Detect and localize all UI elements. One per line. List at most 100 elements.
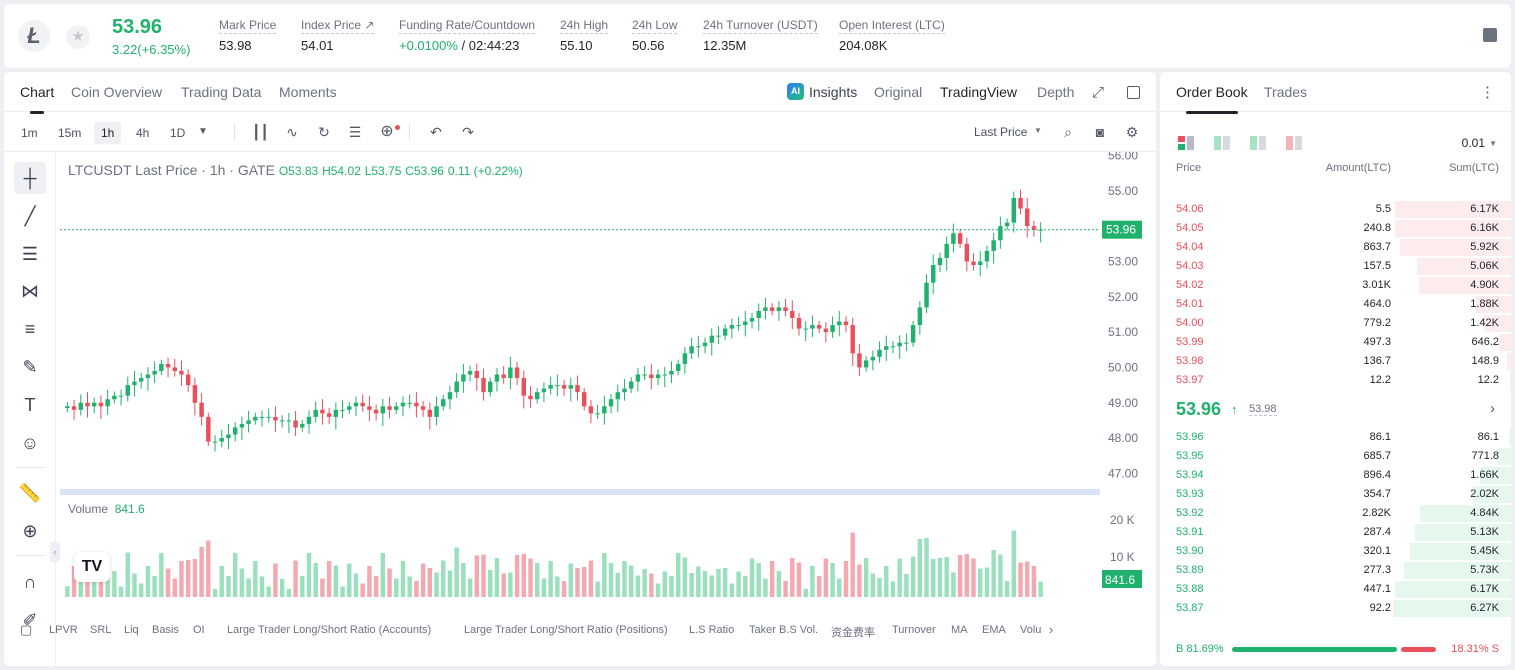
indicator-basis[interactable]: Basis <box>152 624 179 636</box>
ask-amount: 240.8 <box>1363 222 1391 234</box>
ask-row[interactable]: 54.00 779.2 1.42K <box>1160 314 1511 333</box>
brush-icon[interactable]: ✎ <box>22 357 38 377</box>
timeframe-1m[interactable]: 1m <box>21 126 38 140</box>
window-icon[interactable] <box>1127 86 1140 99</box>
camera-icon[interactable]: ◙ <box>1095 124 1105 140</box>
tab-coin-overview[interactable]: Coin Overview <box>71 84 163 100</box>
indicator-ma[interactable]: MA <box>951 624 968 636</box>
pencil-lock-icon[interactable]: ✐ <box>22 610 38 630</box>
indicator-lt-positions[interactable]: Large Trader Long/Short Ratio (Positions… <box>464 624 668 636</box>
ask-row[interactable]: 54.02 3.01K 4.90K <box>1160 276 1511 295</box>
ask-row[interactable]: 54.01 464.0 1.88K <box>1160 295 1511 314</box>
indicator-taker-vol[interactable]: Taker B.S Vol. <box>749 624 819 636</box>
indicators-icon[interactable]: ∿ <box>286 124 298 140</box>
expand-icon[interactable]: ⤢ <box>1092 84 1105 101</box>
zoom-in-icon[interactable]: ⊕ <box>22 521 38 541</box>
candle-body <box>508 367 513 379</box>
indicator-oi[interactable]: OI <box>193 624 205 636</box>
pattern-icon[interactable]: ⋈ <box>21 281 39 301</box>
fib-icon[interactable]: ≡ <box>24 319 36 339</box>
tab-depth[interactable]: Depth <box>1037 84 1075 100</box>
text-tool-icon[interactable]: T <box>24 395 36 415</box>
indicator-ls-ratio[interactable]: L.S Ratio <box>689 624 735 636</box>
candle-style-icon[interactable]: ┃┃ <box>252 124 269 140</box>
timeframe-1h[interactable]: 1h <box>94 122 122 144</box>
settings-gear-icon[interactable]: ⚙ <box>1125 124 1139 140</box>
undo-icon[interactable]: ↶ <box>430 124 442 140</box>
chevron-right-icon[interactable]: › <box>1490 400 1495 417</box>
indicator-lpvr[interactable]: LPVR <box>49 624 78 636</box>
ruler-icon[interactable]: 📏 <box>18 483 42 503</box>
view-bids-icon[interactable] <box>1214 136 1230 150</box>
candle-body <box>837 321 842 326</box>
volume-bar <box>662 571 667 597</box>
magnet-icon[interactable]: ∩ <box>23 572 37 592</box>
favorite-star-icon[interactable]: ★ <box>66 25 90 49</box>
trendline-icon[interactable]: ╱ <box>24 206 36 226</box>
timeframe-15m[interactable]: 15m <box>58 126 82 140</box>
ask-row[interactable]: 53.98 136.7 148.9 <box>1160 352 1511 371</box>
volume-bar <box>910 556 916 597</box>
precision-chevron-icon[interactable]: ▼ <box>1489 139 1497 148</box>
search-icon[interactable]: ⌕ <box>1064 124 1072 140</box>
tab-trading-data[interactable]: Trading Data <box>181 84 262 100</box>
indicator-funding-rate[interactable]: 资金费率 <box>831 627 875 639</box>
indicator-turnover[interactable]: Turnover <box>892 624 936 636</box>
bid-row[interactable]: 53.94 896.4 1.66K <box>1160 466 1511 485</box>
timeframe-1d[interactable]: 1D <box>170 126 186 140</box>
bid-row[interactable]: 53.91 287.4 5.13K <box>1160 523 1511 542</box>
indicator-liq[interactable]: Liq <box>124 624 139 636</box>
tab-moments[interactable]: Moments <box>279 84 337 100</box>
guide-book-icon[interactable] <box>1483 28 1497 42</box>
tab-insights[interactable]: Insights <box>809 84 858 100</box>
ask-row[interactable]: 54.06 5.5 6.17K <box>1160 200 1511 219</box>
volume-bar <box>622 561 627 597</box>
add-alert-icon[interactable]: ⊕ <box>380 123 394 140</box>
more-menu-icon[interactable]: ⋮ <box>1480 84 1495 101</box>
tab-chart[interactable]: Chart <box>20 84 55 114</box>
timeframe-dropdown-icon[interactable]: ▼ <box>198 126 208 137</box>
view-trades-icon[interactable] <box>1250 136 1266 150</box>
ask-row[interactable]: 54.04 863.7 5.92K <box>1160 238 1511 257</box>
ask-row[interactable]: 54.03 157.5 5.06K <box>1160 257 1511 276</box>
indicator-volume[interactable]: Volu <box>1020 624 1042 636</box>
ask-row[interactable]: 53.97 12.2 12.2 <box>1160 371 1511 390</box>
bid-row[interactable]: 53.95 685.7 771.8 <box>1160 447 1511 466</box>
bid-row[interactable]: 53.93 354.7 2.02K <box>1160 485 1511 504</box>
crosshair-icon[interactable]: ┼ <box>14 162 46 194</box>
view-asks-icon[interactable] <box>1286 136 1302 150</box>
calendar-icon[interactable]: ▢ <box>20 622 33 637</box>
tab-original[interactable]: Original <box>874 84 923 100</box>
price-type-select[interactable]: Last Price <box>974 125 1028 139</box>
bid-row[interactable]: 53.87 92.2 6.27K <box>1160 599 1511 618</box>
bid-row[interactable]: 53.92 2.82K 4.84K <box>1160 504 1511 523</box>
tab-tradingview[interactable]: TradingView <box>940 84 1018 100</box>
stat-index-price[interactable]: Index Price ↗ 54.01 <box>301 18 375 53</box>
bid-row[interactable]: 53.89 277.3 5.73K <box>1160 561 1511 580</box>
tab-trades[interactable]: Trades <box>1264 84 1308 100</box>
ask-row[interactable]: 53.99 497.3 646.2 <box>1160 333 1511 352</box>
volume-bar <box>769 561 775 597</box>
indicator-lt-accounts[interactable]: Large Trader Long/Short Ratio (Accounts) <box>227 624 432 636</box>
indicator-ema[interactable]: EMA <box>982 624 1006 636</box>
bid-row[interactable]: 53.90 320.1 5.45K <box>1160 542 1511 561</box>
view-both-icon[interactable] <box>1178 136 1194 150</box>
bid-row[interactable]: 53.88 447.1 6.17K <box>1160 580 1511 599</box>
indicator-srl[interactable]: SRL <box>90 624 112 636</box>
redo-icon[interactable]: ↷ <box>462 124 474 140</box>
templates-icon[interactable]: ☰ <box>348 124 362 140</box>
candle-body <box>904 342 909 344</box>
candlestick-chart[interactable]: 56.0055.0054.0053.0052.0051.0050.0049.00… <box>60 152 1156 612</box>
compare-icon[interactable]: ↻ <box>318 124 330 140</box>
price-type-chevron-icon[interactable]: ▼ <box>1034 126 1042 135</box>
collapse-toolbar-icon[interactable]: ‹ <box>50 542 60 562</box>
last-price: 53.96 <box>112 16 163 38</box>
bid-row[interactable]: 53.96 86.1 86.1 <box>1160 428 1511 447</box>
horizontal-lines-icon[interactable]: ☰ <box>21 244 39 264</box>
ask-row[interactable]: 54.05 240.8 6.16K <box>1160 219 1511 238</box>
scroll-right-chevron-icon[interactable]: › <box>1049 622 1054 637</box>
emoji-icon[interactable]: ☺ <box>20 433 40 453</box>
timeframe-4h[interactable]: 4h <box>136 126 150 140</box>
tab-order-book[interactable]: Order Book <box>1176 84 1248 114</box>
precision-select[interactable]: 0.01 <box>1461 136 1485 150</box>
